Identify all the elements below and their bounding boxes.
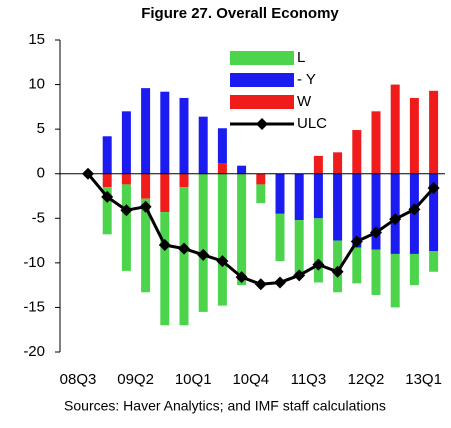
bar: [141, 173, 151, 199]
bar: [333, 173, 343, 241]
x-tick-label: 10Q4: [232, 371, 269, 388]
bar: [121, 111, 131, 174]
bar: [352, 130, 362, 174]
bar: [102, 136, 112, 174]
x-tick-label: 11Q3: [291, 371, 327, 388]
marker: [312, 258, 325, 271]
marker: [254, 278, 267, 291]
bar: [333, 152, 343, 174]
marker: [178, 242, 190, 255]
x-tick-label: 08Q3: [60, 371, 97, 388]
legend-label: - Y: [297, 71, 316, 88]
y-tick-label: 5: [37, 120, 45, 137]
bar: [121, 173, 131, 185]
bar: [179, 173, 189, 188]
marker: [235, 271, 248, 284]
chart-title: Figure 27. Overall Economy: [141, 5, 339, 22]
bar: [313, 218, 323, 283]
bar: [409, 97, 419, 174]
bar: [313, 173, 323, 219]
bar: [409, 253, 419, 286]
bar: [313, 155, 323, 174]
bar: [256, 184, 266, 204]
bar: [390, 253, 400, 308]
bar: [198, 116, 208, 174]
bar: [390, 84, 400, 174]
bar: [102, 187, 112, 235]
bar: [102, 173, 112, 188]
bar: [217, 128, 227, 164]
bar: [429, 173, 439, 252]
marker: [101, 190, 114, 203]
marker: [216, 255, 229, 268]
bar: [217, 173, 227, 306]
bar: [141, 88, 151, 174]
y-tick-label: -20: [23, 343, 45, 360]
marker: [158, 239, 171, 252]
marker: [427, 181, 440, 194]
marker: [331, 265, 344, 278]
bar: [256, 173, 266, 185]
marker: [120, 204, 133, 217]
bar: [217, 163, 227, 174]
bar: [121, 184, 131, 271]
legend-label: ULC: [297, 115, 327, 132]
x-tick-label: 09Q2: [117, 371, 154, 388]
legend-label: W: [297, 93, 312, 110]
bar: [352, 173, 362, 248]
bar: [179, 187, 189, 326]
marker: [197, 248, 210, 261]
y-tick-label: -10: [23, 254, 45, 271]
legend-swatch: [230, 95, 294, 109]
y-tick-label: -15: [23, 298, 45, 315]
x-tick-label: 12Q2: [348, 371, 385, 388]
x-tick-label: 13Q1: [405, 371, 442, 388]
bar: [371, 249, 381, 295]
bar: [294, 220, 304, 278]
legend-marker: [256, 118, 268, 130]
marker: [389, 213, 402, 226]
bar: [198, 173, 208, 312]
bar: [160, 91, 170, 174]
legend-swatch: [230, 51, 294, 65]
bar: [237, 173, 247, 286]
bar: [275, 213, 285, 262]
y-tick-label: -5: [32, 209, 45, 226]
bar: [179, 97, 189, 174]
y-tick-label: 15: [28, 31, 45, 48]
marker: [350, 235, 363, 248]
marker: [370, 226, 382, 239]
bar: [371, 173, 381, 250]
marker: [274, 276, 286, 289]
bar: [160, 212, 170, 326]
bar: [294, 173, 304, 221]
legend-swatch: [230, 73, 294, 87]
marker: [408, 203, 421, 216]
y-tick-label: 0: [37, 165, 45, 182]
legend-label: L: [297, 49, 305, 66]
source-note: Sources: Haver Analytics; and IMF staff …: [64, 398, 386, 414]
bar: [275, 173, 285, 214]
marker: [82, 167, 94, 180]
bar: [141, 198, 151, 293]
bar: [237, 165, 247, 174]
bar: [429, 251, 439, 272]
y-tick-label: 10: [28, 76, 45, 93]
bar: [352, 247, 362, 284]
marker: [293, 269, 306, 282]
bar: [429, 90, 439, 174]
bar: [160, 173, 170, 213]
marker: [139, 200, 152, 213]
bar: [371, 111, 381, 174]
x-tick-label: 10Q1: [175, 371, 212, 388]
